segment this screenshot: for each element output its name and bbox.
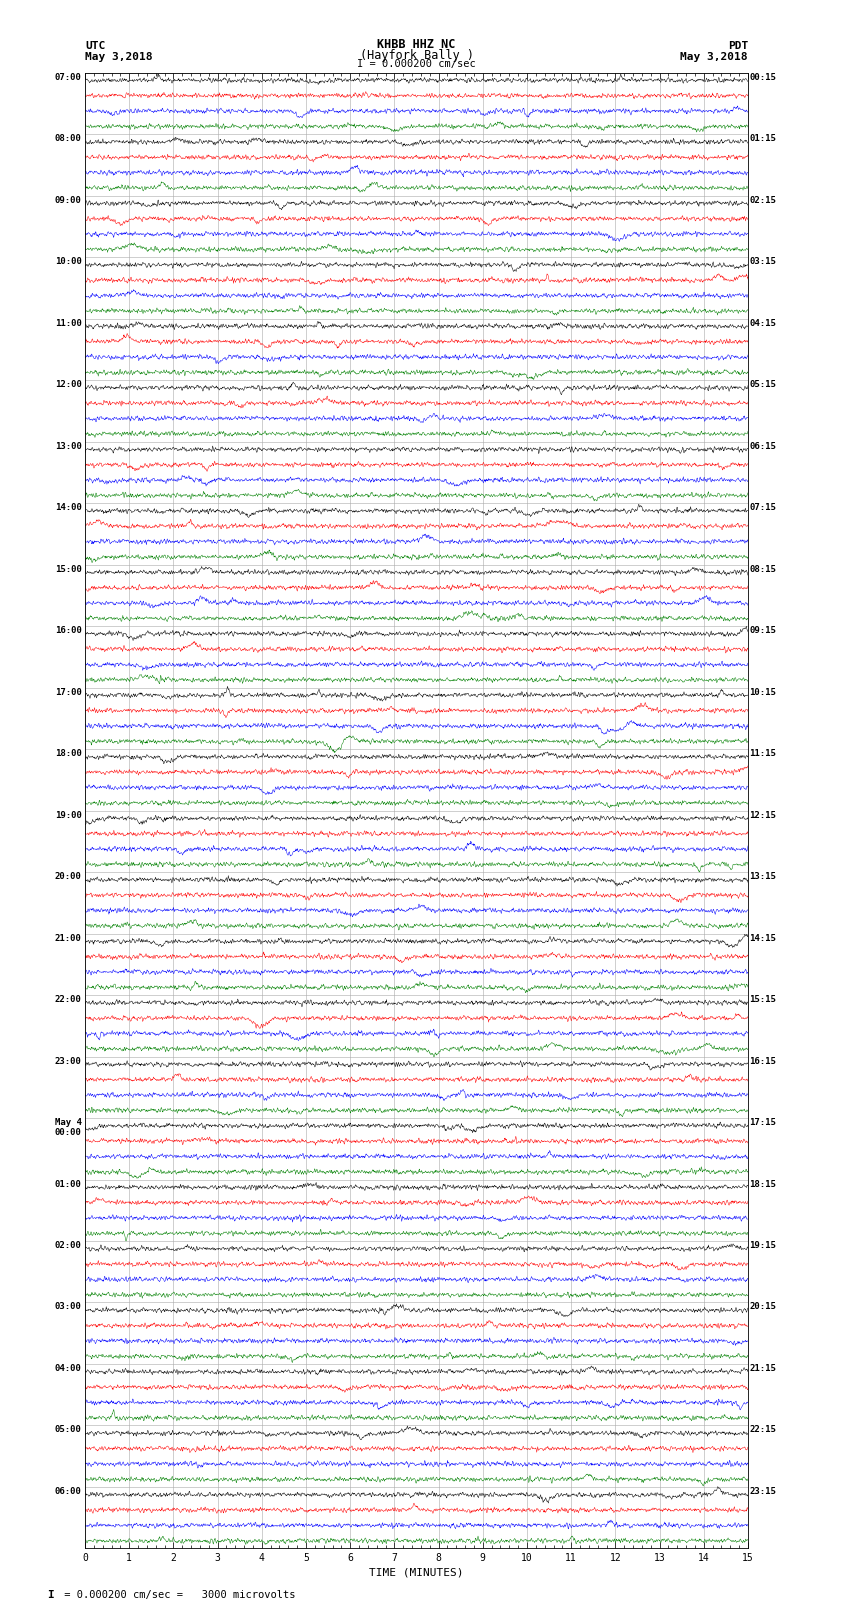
Text: 07:15: 07:15 [750,503,776,511]
Text: 19:15: 19:15 [750,1240,776,1250]
Text: (Hayfork Bally ): (Hayfork Bally ) [360,48,473,63]
Text: 12:15: 12:15 [750,811,776,819]
Text: 02:15: 02:15 [750,195,776,205]
Text: 03:15: 03:15 [750,256,776,266]
Text: 03:00: 03:00 [54,1303,82,1311]
Text: May 4
00:00: May 4 00:00 [54,1118,82,1137]
Text: 11:00: 11:00 [54,319,82,327]
Text: 21:00: 21:00 [54,934,82,942]
Text: 13:15: 13:15 [750,873,776,881]
Text: 17:00: 17:00 [54,687,82,697]
Text: 08:15: 08:15 [750,565,776,574]
Text: 05:15: 05:15 [750,381,776,389]
Text: I: I [47,1590,54,1600]
Text: 18:15: 18:15 [750,1179,776,1189]
Text: 20:15: 20:15 [750,1303,776,1311]
Text: 08:00: 08:00 [54,134,82,144]
Text: 04:15: 04:15 [750,319,776,327]
Text: UTC: UTC [85,40,105,50]
Text: 07:00: 07:00 [54,73,82,82]
Text: 20:00: 20:00 [54,873,82,881]
Text: 06:00: 06:00 [54,1487,82,1495]
Text: 22:15: 22:15 [750,1426,776,1434]
Text: 18:00: 18:00 [54,748,82,758]
Text: 17:15: 17:15 [750,1118,776,1127]
Text: 06:15: 06:15 [750,442,776,450]
X-axis label: TIME (MINUTES): TIME (MINUTES) [369,1568,464,1578]
Text: KHBB HHZ NC: KHBB HHZ NC [377,37,456,50]
Text: 23:00: 23:00 [54,1057,82,1066]
Text: 04:00: 04:00 [54,1365,82,1373]
Text: 15:15: 15:15 [750,995,776,1003]
Text: 00:15: 00:15 [750,73,776,82]
Text: 10:15: 10:15 [750,687,776,697]
Text: 15:00: 15:00 [54,565,82,574]
Text: 16:00: 16:00 [54,626,82,636]
Text: 11:15: 11:15 [750,748,776,758]
Text: 14:00: 14:00 [54,503,82,511]
Text: 09:15: 09:15 [750,626,776,636]
Text: I = 0.000200 cm/sec: I = 0.000200 cm/sec [357,60,476,69]
Text: 13:00: 13:00 [54,442,82,450]
Text: = 0.000200 cm/sec =   3000 microvolts: = 0.000200 cm/sec = 3000 microvolts [58,1590,295,1600]
Text: PDT: PDT [728,40,748,50]
Text: 10:00: 10:00 [54,256,82,266]
Text: 14:15: 14:15 [750,934,776,942]
Text: May 3,2018: May 3,2018 [85,52,152,63]
Text: 21:15: 21:15 [750,1365,776,1373]
Text: 12:00: 12:00 [54,381,82,389]
Text: 22:00: 22:00 [54,995,82,1003]
Text: 05:00: 05:00 [54,1426,82,1434]
Text: 19:00: 19:00 [54,811,82,819]
Text: 23:15: 23:15 [750,1487,776,1495]
Text: 09:00: 09:00 [54,195,82,205]
Text: May 3,2018: May 3,2018 [681,52,748,63]
Text: 16:15: 16:15 [750,1057,776,1066]
Text: 01:00: 01:00 [54,1179,82,1189]
Text: 01:15: 01:15 [750,134,776,144]
Text: 02:00: 02:00 [54,1240,82,1250]
